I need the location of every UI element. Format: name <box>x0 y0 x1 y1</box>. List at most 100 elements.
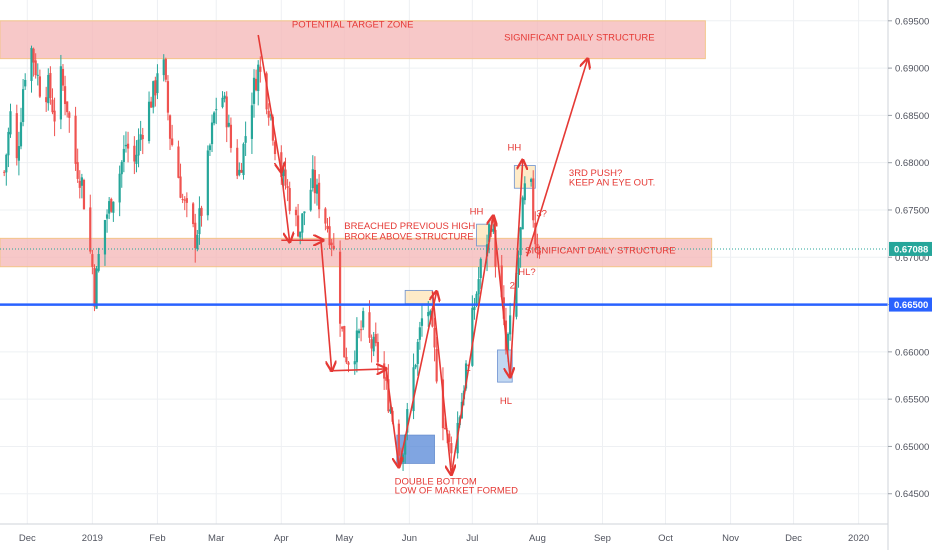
candle-body <box>464 363 468 389</box>
candle-body <box>30 47 33 81</box>
candle-body <box>5 154 8 173</box>
candle-body <box>147 101 151 142</box>
candle-body <box>488 224 491 242</box>
candle-body <box>53 110 56 122</box>
candle-body <box>536 243 539 250</box>
candle-body <box>473 306 476 310</box>
candle-body <box>192 203 195 225</box>
candle-body <box>418 327 421 340</box>
price-tick-label: 0.66000 <box>895 347 929 358</box>
candle-body <box>215 109 218 111</box>
annotation-label: KEEP AN EYE OUT. <box>569 177 655 188</box>
candle-body <box>416 341 419 364</box>
candle-body <box>126 143 130 149</box>
candle-body <box>221 97 224 108</box>
candle-body <box>185 198 188 203</box>
candle-body <box>78 180 81 188</box>
time-tick-label: 2019 <box>82 533 103 544</box>
time-tick-label: Dec <box>785 533 802 544</box>
candle-body <box>257 64 260 92</box>
candle-body <box>66 101 69 113</box>
candle-body <box>401 454 405 463</box>
candle-body <box>229 124 233 148</box>
annotation-label: BROKE ABOVE STRUCTURE <box>344 231 473 242</box>
candle-body <box>313 169 316 194</box>
annotations: POTENTIAL TARGET ZONE SIGNIFICANT DAILY S… <box>292 19 676 496</box>
candle-body <box>288 188 291 211</box>
candle-body <box>198 208 201 235</box>
candle-body <box>110 198 113 212</box>
candle-body <box>372 336 375 352</box>
candle-body <box>515 272 518 317</box>
candle-body <box>303 211 306 214</box>
horizontal-line[interactable] <box>0 248 888 306</box>
candle-body <box>17 146 20 161</box>
candle-body <box>21 89 25 122</box>
candle-body <box>208 145 212 151</box>
candle-body <box>492 228 495 232</box>
candle-body <box>296 215 300 237</box>
candle-body <box>168 115 172 139</box>
candle-body <box>443 427 447 429</box>
candle-body <box>477 279 480 295</box>
candle-body <box>500 265 503 298</box>
annotation-label: POTENTIAL TARGET ZONE <box>292 19 414 30</box>
candle-body <box>34 60 37 76</box>
candle-body <box>259 66 262 72</box>
candle-body <box>494 229 497 267</box>
candle-body <box>181 199 184 201</box>
candle-body <box>431 308 434 327</box>
candle-body <box>24 79 27 87</box>
annotation-label: SIGNIFICANT DAILY STRUCTURE <box>525 245 675 256</box>
candle-body <box>479 258 482 278</box>
price-tick-label: 0.67500 <box>895 205 929 216</box>
candle-body <box>506 333 510 350</box>
candle-body <box>326 225 329 229</box>
annotation-arrow <box>450 216 493 475</box>
support-line-badge[interactable] <box>889 297 932 312</box>
arrows <box>257 34 588 475</box>
candle-body <box>347 362 350 365</box>
price-tick-label: 0.65000 <box>895 442 929 453</box>
candle-body <box>414 364 417 368</box>
candle-body <box>429 310 432 315</box>
candle-body <box>240 169 243 173</box>
candle-body <box>385 377 388 381</box>
candle-body <box>389 409 392 412</box>
candle-body <box>122 148 125 162</box>
candle-body <box>475 293 478 305</box>
candle-body <box>330 242 333 246</box>
candle-body <box>538 251 541 255</box>
annotation-arrow <box>329 369 387 371</box>
candle-body <box>9 111 12 135</box>
time-tick-label: Jun <box>402 533 417 544</box>
candle-body <box>383 363 386 379</box>
price-tick-label: 0.65500 <box>895 395 929 406</box>
annotation-label: HH <box>507 142 521 153</box>
annotation-arrow <box>509 160 523 378</box>
annotation-label: LOW OF MARKET FORMED <box>395 486 518 497</box>
candle-body <box>200 207 203 216</box>
price-tick-label: 0.69000 <box>895 64 929 75</box>
structure-zone <box>0 237 713 268</box>
candle-body <box>223 95 226 99</box>
candle-body <box>324 208 327 224</box>
candle-body <box>255 78 258 91</box>
candle-body <box>108 201 111 214</box>
candle-body <box>387 379 390 412</box>
candle-body <box>225 96 228 128</box>
time-tick-label: Apr <box>274 533 289 544</box>
candle-body <box>133 145 136 162</box>
candle-body <box>317 182 321 210</box>
candle-body <box>210 122 214 145</box>
last-price-badge[interactable] <box>889 241 932 256</box>
time-tick-label: Oct <box>658 533 673 544</box>
candle-body <box>448 433 451 442</box>
candle-body <box>271 116 275 141</box>
candle-body <box>427 312 430 317</box>
time-tick-label: May <box>335 533 353 544</box>
candle-body <box>105 214 109 219</box>
